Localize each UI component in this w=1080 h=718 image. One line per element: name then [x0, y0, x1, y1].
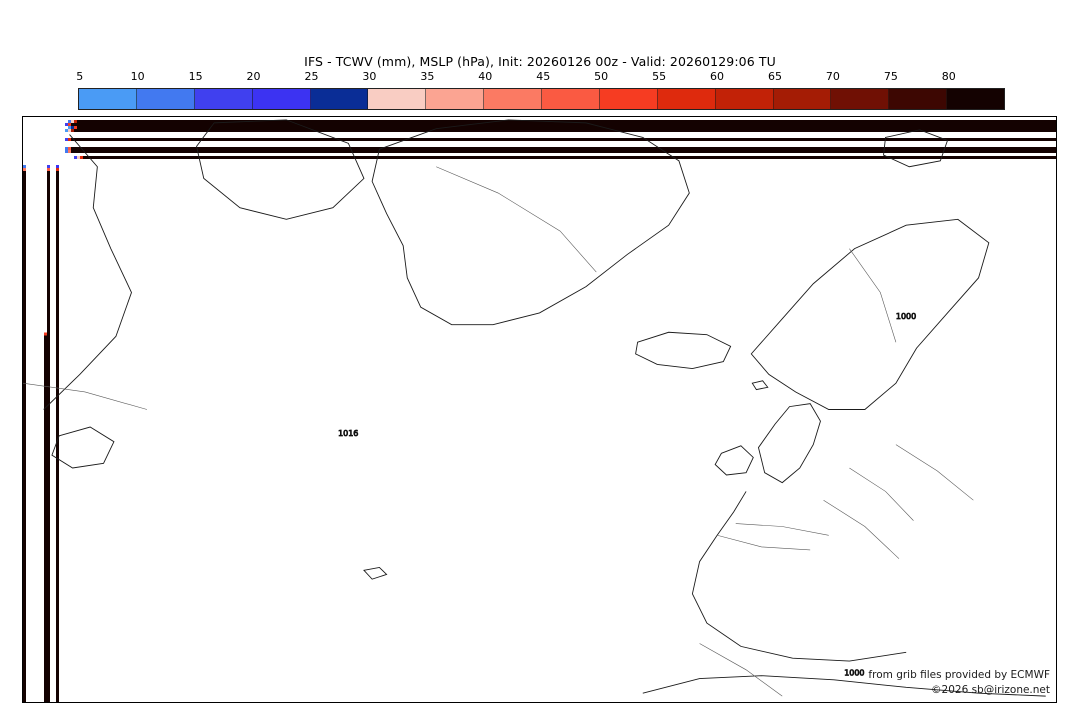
coastline-baffin-island — [196, 119, 365, 220]
page-title: IFS - TCWV (mm), MSLP (hPa), Init: 20260… — [304, 54, 776, 69]
colorbar-tick-55: 55 — [652, 70, 667, 83]
border-scandinavia-internal — [849, 248, 897, 343]
border-central-europe-1 — [849, 467, 914, 521]
coastline-newfoundland — [51, 426, 115, 469]
map-canvas: 1016 1000 1000 — [23, 117, 1056, 702]
coastline-north-africa-coast — [642, 675, 1046, 697]
mslp-contour-label-2: 1000 — [896, 312, 916, 321]
mslp-contour-label-1: 1000 — [844, 669, 864, 678]
mslp-contour-label-0: 1016 — [338, 429, 358, 438]
colorbar-tick-80: 80 — [941, 70, 956, 83]
colorbar-band-40-45 — [484, 89, 542, 109]
tcwv-band-20-25 — [55, 164, 59, 168]
colorbar-tick-65: 65 — [767, 70, 782, 83]
colorbar-bands — [78, 88, 1005, 110]
tcwv-band-60-65 — [73, 119, 77, 123]
colorbar-tick-40: 40 — [478, 70, 493, 83]
colorbar-tick-15: 15 — [188, 70, 203, 83]
coastline-svalbard — [883, 129, 949, 168]
colorbar-band-5-10 — [79, 89, 137, 109]
colorbar-band-65-70 — [773, 89, 832, 109]
colorbar-band-10-15 — [136, 89, 195, 109]
colorbar-band-30-35 — [368, 89, 427, 109]
colorbar-band->80 — [947, 89, 1004, 109]
colorbar-band-60-65 — [715, 89, 774, 109]
colorbar-tick-50: 50 — [594, 70, 609, 83]
border-canada-usa-border — [23, 382, 148, 410]
coastline-great-britain — [757, 403, 821, 484]
colorbar-band-50-55 — [599, 89, 658, 109]
border-central-europe-2 — [895, 444, 974, 501]
colorbar-tick-30: 30 — [362, 70, 377, 83]
coastline-labrador-coast — [43, 134, 132, 410]
tcwv-band-5-10 — [64, 125, 71, 132]
tcwv-band-45-50 — [46, 146, 71, 171]
colorbar-tick-45: 45 — [536, 70, 551, 83]
tcwv-band-25-30 — [70, 125, 74, 129]
colorbar-tick-60: 60 — [710, 70, 725, 83]
colorbar-tick-5: 5 — [76, 70, 84, 83]
colorbar-band-15-20 — [194, 89, 253, 109]
coastline-iceland — [635, 331, 732, 369]
colorbar-tick-25: 25 — [304, 70, 319, 83]
coastline-greenland — [371, 119, 690, 326]
colorbar-band-45-50 — [542, 89, 600, 109]
coastline-azores-islets — [363, 566, 388, 580]
border-central-europe-3 — [823, 499, 900, 559]
colorbar-tick-75: 75 — [883, 70, 898, 83]
coastline-scandinavia — [750, 218, 990, 410]
coastline-faroe-islands — [751, 380, 769, 391]
border-iberia-internal — [717, 534, 811, 551]
border-nw-africa-internal — [699, 643, 783, 697]
tcwv-band-30-35 — [67, 119, 80, 159]
colorbar-tick-35: 35 — [420, 70, 435, 83]
colorbar-band-70-75 — [831, 89, 890, 109]
colorbar-tick-labels: 5 10 15 20 25 30 35 40 45 50 55 60 65 70 75 80 — [76, 70, 1005, 86]
colorbar-band-20-25 — [252, 89, 311, 109]
colorbar: 5 10 15 20 25 30 35 40 45 50 55 60 65 70 75 80 — [76, 70, 1005, 110]
colorbar-tick-10: 10 — [130, 70, 145, 83]
coastline-ireland — [714, 445, 754, 476]
colorbar-band-75-80 — [889, 89, 948, 109]
coastline-iberia-west-europe-coast — [691, 491, 907, 662]
colorbar-tick-70: 70 — [825, 70, 840, 83]
colorbar-tick-20: 20 — [246, 70, 261, 83]
colorbar-band-35-40 — [426, 89, 485, 109]
map-panel[interactable]: 1016 1000 1000 from grib files provided by… — [22, 116, 1057, 703]
border-greenland-ice-edge — [436, 166, 597, 273]
colorbar-band-25-30 — [310, 89, 369, 109]
tcwv-band-65-70 — [70, 128, 74, 132]
colorbar-band-55-60 — [657, 89, 716, 109]
border-france-spain — [735, 523, 829, 536]
